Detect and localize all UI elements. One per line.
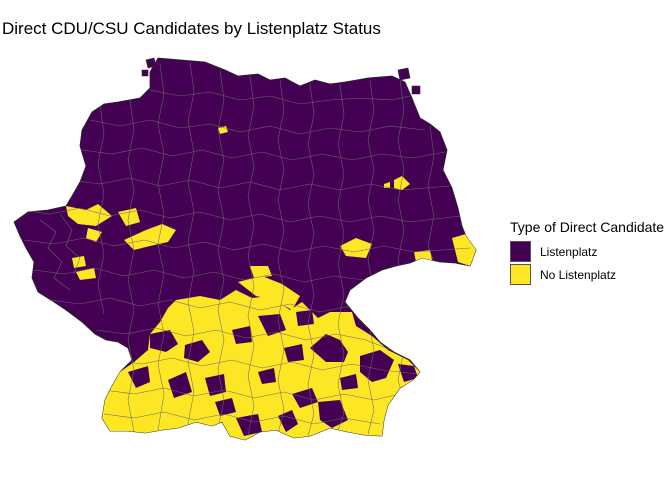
legend-title: Type of Direct Candidate — [510, 219, 665, 235]
legend-swatch-no-listenplatz — [510, 264, 531, 285]
legend-item-listenplatz: Listenplatz — [510, 240, 664, 263]
legend-item-no-listenplatz: No Listenplatz — [510, 263, 664, 286]
legend-swatch-listenplatz — [510, 241, 531, 262]
legend-label-no-listenplatz: No Listenplatz — [540, 267, 617, 282]
map-title: Direct CDU/CSU Candidates by Listenplatz… — [2, 19, 381, 38]
district-boundaries — [19, 61, 471, 437]
map-legend: Type of Direct Candidate Listenplatz No … — [510, 219, 664, 286]
north-coast-islands — [141, 57, 421, 95]
legend-label-listenplatz: Listenplatz — [540, 244, 598, 259]
